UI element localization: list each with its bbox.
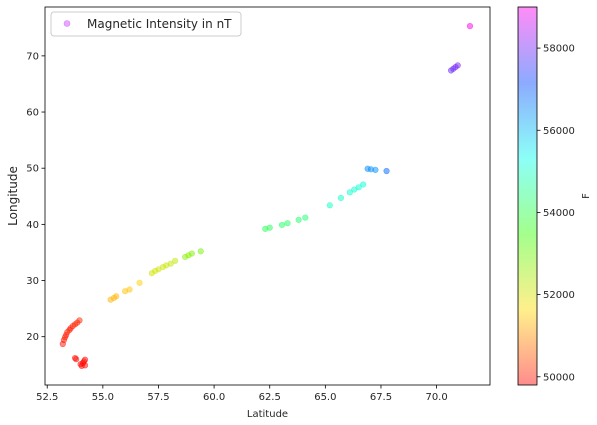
x-tick-label: 55.0 [92,392,114,403]
colorbar-tick-label: 52000 [543,290,575,301]
data-point [338,195,344,201]
y-tick-label: 30 [26,276,39,287]
colorbar-ticks: 50000 52000 54000 56000 58000 [537,44,575,384]
y-tick-label: 60 [26,108,39,119]
legend: Magnetic Intensity in nT [51,12,241,36]
x-axis-label: Latitude [247,409,288,420]
data-point [198,249,204,255]
x-tick-label: 65.0 [314,392,336,403]
x-axis-ticks: 52.5 55.0 57.5 60.0 62.5 65.0 67.5 70.0 [36,385,448,403]
y-axis-label: Longitude [6,166,20,226]
x-tick-label: 62.5 [259,392,281,403]
y-tick-label: 20 [26,332,39,343]
data-point [172,258,178,264]
y-tick-label: 50 [26,164,39,175]
y-tick-label: 70 [26,51,39,62]
x-tick-label: 67.5 [370,392,392,403]
data-point [73,356,79,362]
data-point [127,287,133,293]
legend-marker [64,21,70,27]
data-point [360,182,366,188]
y-axis-ticks: 20 30 40 50 60 70 [26,51,45,343]
colorbar-tick-label: 50000 [543,372,575,383]
colorbar-gradient [518,7,537,385]
x-tick-label: 52.5 [36,392,58,403]
data-point [467,23,473,29]
data-point [279,222,285,228]
data-point [455,63,461,69]
colorbar-tick-label: 58000 [543,44,575,55]
colorbar: 50000 52000 54000 56000 58000 F [518,7,592,385]
y-tick-label: 40 [26,220,39,231]
x-tick-label: 70.0 [425,392,447,403]
colorbar-tick-label: 56000 [543,126,575,137]
data-point [113,293,119,299]
data-point [296,217,302,223]
x-tick-label: 57.5 [147,392,169,403]
data-point [82,363,88,369]
data-point [303,215,309,221]
data-point [267,225,273,231]
colorbar-tick-label: 54000 [543,208,575,219]
data-point [77,318,83,324]
legend-label: Magnetic Intensity in nT [87,17,232,31]
colorbar-label: F [581,193,592,199]
plot-area [45,7,490,385]
data-point [137,280,143,286]
data-point [82,357,88,363]
data-point [327,202,333,208]
data-point [189,251,195,257]
data-point [373,167,379,173]
x-tick-label: 60.0 [203,392,225,403]
data-point [384,168,390,174]
data-point [285,220,291,226]
